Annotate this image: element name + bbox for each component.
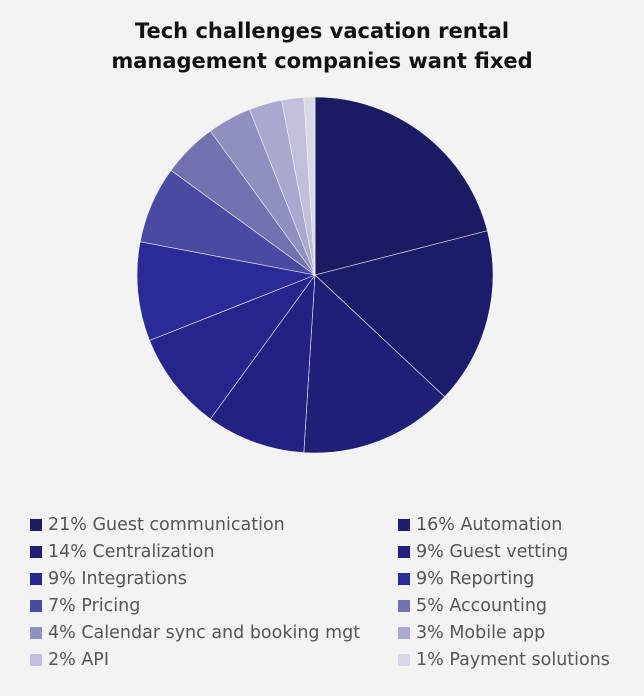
chart-title-line-2: management companies want fixed [111,49,533,73]
legend-item: 9% Integrations [30,568,398,590]
legend-swatch [30,627,42,639]
legend-item: 9% Reporting [398,568,630,590]
legend-label: 5% Accounting [416,596,548,616]
legend-item: 4% Calendar sync and booking mgt [30,622,398,644]
legend-swatch [30,600,42,612]
pie-chart [136,96,494,454]
legend-item: 5% Accounting [398,595,630,617]
chart-title-line-1: Tech challenges vacation rental [134,19,510,43]
legend-item: 14% Centralization [30,541,398,563]
pie-slice-4 [149,274,316,420]
legend-label: 4% Calendar sync and booking mgt [48,623,361,643]
pie-slice-5 [136,241,317,341]
legend-item: 3% Mobile app [398,622,630,644]
legend-swatch [30,519,42,531]
legend-swatch [398,627,410,639]
legend-label: 7% Pricing [48,596,141,616]
legend-item: 1% Payment solutions [398,649,630,671]
legend-item: 21% Guest communication [30,514,398,536]
legend-label: 9% Reporting [416,569,535,589]
pie-slice-3 [209,273,316,453]
legend-swatch [398,546,410,558]
chart-title: Tech challenges vacation rental manageme… [0,16,644,76]
legend: 21% Guest communication 16% Automation 14%… [30,514,630,671]
legend-item: 9% Guest vetting [398,541,630,563]
legend-swatch [398,600,410,612]
pie-slice-2 [303,274,446,454]
legend-label: 1% Payment solutions [416,650,610,670]
legend-label: 2% API [48,650,110,670]
legend-item: 16% Automation [398,514,630,536]
legend-label: 21% Guest communication [48,515,285,535]
pie-slice-1 [314,230,494,398]
legend-swatch [30,573,42,585]
legend-swatch [398,654,410,666]
legend-swatch [30,654,42,666]
legend-label: 9% Guest vetting [416,542,569,562]
legend-swatch [398,573,410,585]
legend-label: 14% Centralization [48,542,215,562]
legend-swatch [30,546,42,558]
pie-slice-11 [303,96,316,276]
legend-label: 3% Mobile app [416,623,546,643]
legend-item: 2% API [30,649,398,671]
pie-slice-0 [314,96,488,276]
legend-label: 16% Automation [416,515,563,535]
legend-swatch [398,519,410,531]
legend-label: 9% Integrations [48,569,187,589]
legend-item: 7% Pricing [30,595,398,617]
